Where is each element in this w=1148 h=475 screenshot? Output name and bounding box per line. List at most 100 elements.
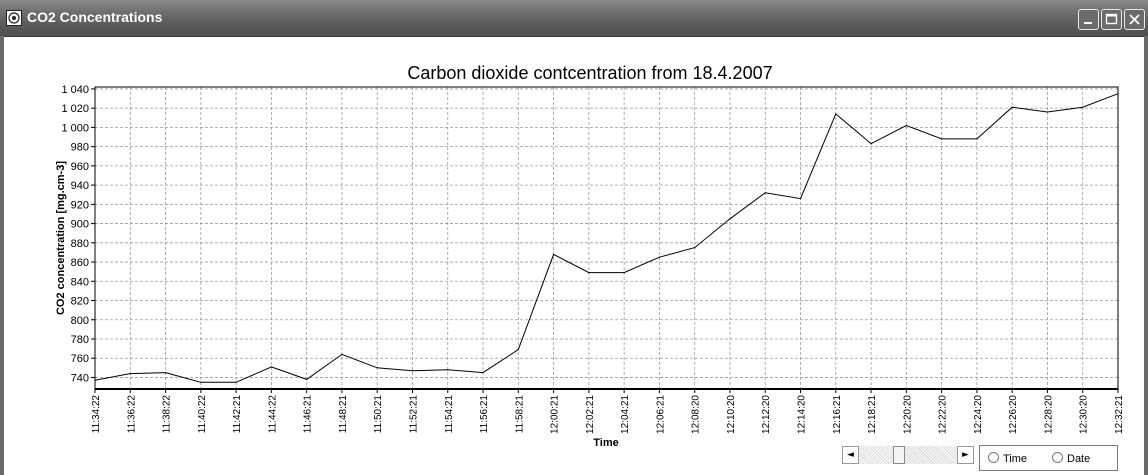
x-tick-label: 11:56:21 [479, 395, 490, 434]
x-tick-label: 11:58:21 [514, 395, 525, 434]
y-tick-label: 960 [71, 161, 89, 173]
x-tick-label: 11:44:22 [267, 395, 278, 434]
y-tick-label: 1 000 [61, 122, 89, 134]
data-point [764, 192, 766, 194]
maximize-icon [1105, 13, 1118, 25]
x-tick-label: 11:42:21 [232, 395, 243, 434]
x-tick-label: 12:32:21 [1114, 395, 1125, 434]
data-point [1117, 93, 1119, 95]
minimize-button[interactable] [1078, 9, 1099, 30]
y-tick-label: 1 040 [61, 84, 89, 96]
data-point [1046, 111, 1049, 113]
x-tick-label: 12:02:21 [585, 395, 596, 434]
x-tick-label: 12:26:20 [1008, 395, 1019, 434]
data-point [588, 272, 590, 274]
window-title: CO2 Concentrations [27, 9, 163, 25]
data-point [270, 366, 272, 368]
data-point [164, 372, 167, 374]
x-axis-label: Time [593, 437, 618, 449]
data-point [517, 348, 519, 351]
radio-date[interactable]: Date [1052, 452, 1090, 465]
data-point [94, 379, 96, 381]
y-tick-label: 940 [71, 180, 89, 192]
radio-date-label: Date [1067, 453, 1091, 465]
x-tick-label: 11:46:21 [303, 395, 314, 434]
window-frame-right [1144, 36, 1148, 475]
x-tick-label: 12:14:20 [797, 395, 808, 434]
x-tick-label: 12:12:20 [761, 395, 772, 434]
maximize-button[interactable] [1101, 9, 1122, 30]
x-tick-label: 11:40:22 [197, 395, 208, 434]
data-point [235, 381, 237, 383]
y-tick-label: 880 [71, 238, 89, 250]
y-tick-label: 840 [71, 276, 89, 288]
minimize-icon [1084, 22, 1092, 24]
scroll-left-button[interactable]: ◄ [842, 446, 859, 464]
x-tick-label: 12:24:20 [973, 395, 984, 434]
series-line [94, 93, 1119, 383]
radio-time-label: Time [1003, 453, 1028, 465]
radio-time-circle-icon[interactable] [988, 452, 999, 463]
data-point [694, 247, 696, 249]
y-tick-label: 980 [71, 142, 89, 154]
x-tick-label: 12:08:20 [691, 395, 702, 434]
x-tick-label: 11:34:22 [91, 395, 102, 434]
data-point [976, 138, 978, 140]
x-tick-label: 11:38:22 [162, 395, 173, 434]
data-point [447, 369, 449, 371]
x-tick-label: 11:50:21 [373, 395, 384, 434]
x-tick-label: 11:54:21 [444, 395, 455, 434]
radio-time[interactable]: Time [988, 452, 1027, 465]
x-tick-label: 11:48:21 [338, 395, 349, 434]
plot-frame [94, 86, 1119, 390]
x-tick-label: 12:22:20 [938, 395, 949, 434]
app-icon [6, 10, 22, 26]
y-axis-label: CO2 concentration [mg.cm-3] [55, 161, 67, 315]
data-point [905, 124, 907, 127]
scroll-right-button[interactable]: ► [957, 446, 974, 464]
data-point [411, 370, 414, 372]
title-bar[interactable]: CO2 Concentrations [0, 0, 1148, 37]
axis-format-group: Time Date [979, 445, 1118, 471]
x-tick-label: 11:52:21 [408, 395, 419, 434]
x-tick-label: 12:16:21 [832, 395, 843, 434]
window-frame-left [0, 36, 4, 475]
data-point [482, 372, 484, 374]
x-tick-label: 12:20:20 [902, 395, 913, 434]
x-tick-label: 12:18:21 [867, 395, 878, 434]
y-tick-label: 800 [71, 315, 89, 327]
y-tick-label: 900 [71, 219, 89, 231]
y-tick-label: 740 [71, 372, 89, 384]
scroll-thumb[interactable] [893, 446, 905, 464]
close-icon [1129, 14, 1140, 25]
data-point [306, 378, 308, 380]
y-tick-label: 780 [71, 334, 89, 346]
y-tick-label: 760 [71, 353, 89, 365]
data-point [341, 353, 343, 355]
data-point [870, 143, 872, 145]
close-button[interactable] [1124, 9, 1145, 30]
chart-title: Carbon dioxide contcentration from 18.4.… [407, 63, 772, 83]
data-point [552, 253, 555, 255]
y-axis: 740 760 780 800 820 840 860 880 900 920 940 960 980 1… [61, 84, 95, 384]
x-tick-label: 11:36:22 [126, 395, 137, 434]
data-point [129, 373, 131, 375]
data-point [799, 197, 802, 200]
data-point [623, 272, 625, 274]
data-point [835, 113, 837, 115]
data-point [658, 256, 661, 258]
data-point [1011, 106, 1013, 108]
data-point [941, 138, 943, 140]
y-tick-label: 860 [71, 257, 89, 269]
horizontal-scrollbar[interactable]: ◄ ► [842, 446, 974, 464]
x-tick-label: 12:00:21 [550, 395, 561, 434]
x-tick-label: 12:30:20 [1079, 395, 1090, 434]
y-tick-label: 1 020 [61, 103, 89, 115]
data-point [1082, 106, 1084, 108]
radio-date-circle-icon[interactable] [1052, 452, 1063, 463]
x-axis: 11:34:22 11:36:22 11:38:22 11:40:22 11:42:21… [91, 388, 1125, 434]
data-point [200, 381, 202, 383]
data-point [376, 367, 378, 369]
scroll-track[interactable] [859, 446, 957, 464]
